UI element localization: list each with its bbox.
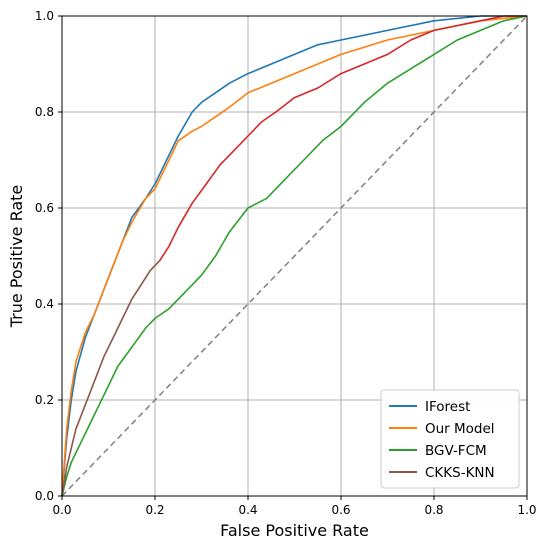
legend-label: Our Model [425,421,495,437]
legend-label: CKKS-KNN [425,465,495,481]
x-axis-label: False Positive Rate [220,521,369,540]
x-tick-label: 1.0 [517,503,536,517]
x-tick-label: 0.0 [52,503,71,517]
legend-box [380,389,520,489]
series-line-ckks-knn [61,260,161,497]
legend: IForest Our Model BGV-FCM CKKS-KNN [380,389,520,489]
series-line-unlabeled-segment-4 [158,15,527,262]
x-tick-label: 0.8 [424,503,443,517]
x-tick-label: 0.4 [238,503,257,517]
y-tick-label: 0.4 [35,297,54,311]
series-line-our-model [61,15,528,497]
legend-label: BGV-FCM [425,443,487,459]
y-axis-ticks: 0.0 0.2 0.4 0.6 0.8 1.0 [35,9,62,503]
y-tick-label: 0.2 [35,393,54,407]
series-layer [61,15,528,497]
y-tick-label: 0.6 [35,201,54,215]
y-tick-label: 0.0 [35,489,54,503]
y-tick-label: 1.0 [35,9,54,23]
reference-diagonal-line [61,15,528,497]
x-tick-label: 0.6 [331,503,350,517]
x-axis-ticks: 0.0 0.2 0.4 0.6 0.8 1.0 [52,496,537,517]
series-line-bgv-fcm [61,15,528,497]
legend-label: IForest [425,399,470,415]
y-axis-label: True Positive Rate [7,185,26,329]
series-line-iforest [61,15,527,497]
x-tick-label: 0.2 [145,503,164,517]
y-tick-label: 0.8 [35,105,54,119]
plot-frame [61,15,528,497]
